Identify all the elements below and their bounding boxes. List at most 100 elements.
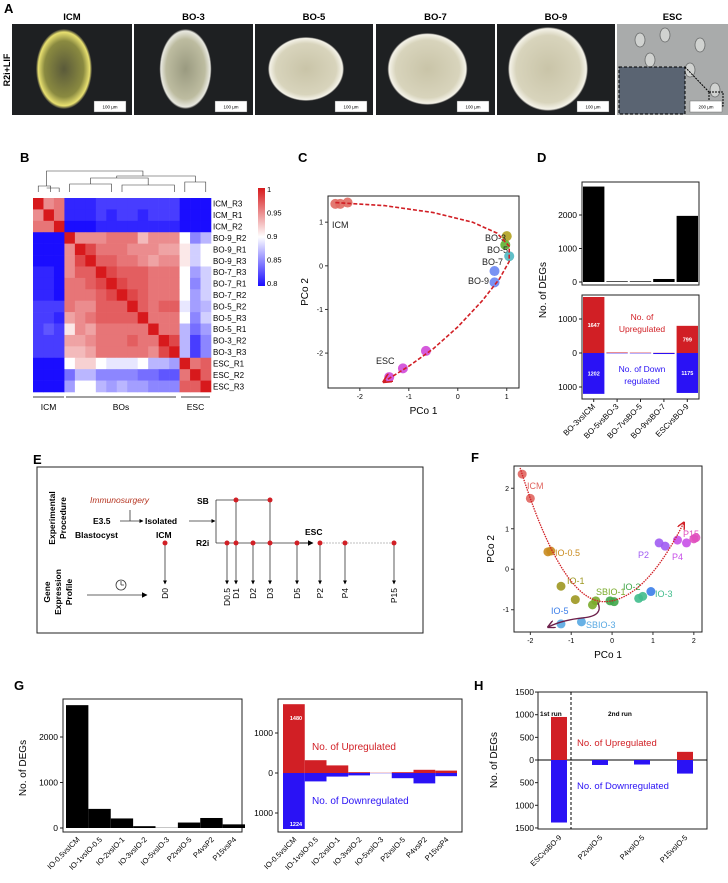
micrograph-1: BO-3 100 µm — [134, 12, 253, 115]
heatmap-row-label: BO-9_R1 — [213, 245, 247, 254]
heatmap-cell — [148, 277, 159, 290]
heatmap-cell — [85, 380, 97, 393]
colorbar — [258, 188, 265, 286]
image-title: BO-7 — [424, 12, 447, 23]
point-group-label: IO-3 — [655, 589, 673, 599]
heatmap-cell — [74, 209, 86, 222]
micrograph-3: BO-7 100 µm — [376, 12, 495, 115]
heatmap-cell — [116, 380, 128, 393]
heatmap-cell — [33, 209, 44, 222]
bar-upregulated — [348, 772, 370, 773]
heatmap-row-label: ICM_R1 — [213, 211, 243, 220]
up-annotation: Upregulated — [619, 324, 666, 334]
image-title: ICM — [63, 12, 81, 23]
heatmap-cell — [33, 266, 44, 279]
y-tick-label: 1500 — [515, 823, 534, 833]
data-point-p15 — [691, 533, 701, 543]
heatmap-cell — [95, 334, 107, 347]
heatmap-cell — [200, 357, 212, 370]
point-group-label: IO-2 — [623, 582, 641, 592]
heatmap-cell — [95, 323, 107, 336]
heatmap-cell — [85, 312, 97, 324]
heatmap-cell — [116, 232, 128, 244]
timepoint-label: D3 — [265, 588, 275, 599]
heatmap-cell — [85, 357, 97, 370]
heatmap-cell — [190, 232, 201, 244]
heatmap-cell — [106, 323, 118, 336]
colorbar-tick-label: 0.85 — [267, 256, 282, 265]
heatmap-cell — [85, 220, 97, 233]
y-tick-label: 0 — [268, 768, 273, 778]
timepoint-label: P4 — [340, 588, 350, 599]
heatmap-cell — [137, 289, 149, 302]
embryo-outgrowth — [387, 33, 468, 105]
bar-upregulated — [551, 716, 567, 760]
data-point-p4 — [672, 535, 682, 545]
embryo-outgrowth — [159, 29, 212, 109]
heatmap-cell — [53, 209, 65, 222]
heatmap-cell — [179, 346, 191, 359]
y-tick-label: 0 — [572, 348, 577, 358]
bar-downregulated — [592, 760, 608, 765]
bar-downregulated — [583, 353, 605, 394]
heatmap-cell — [137, 209, 149, 222]
isolated-label: Isolated — [145, 516, 177, 526]
heatmap-cell — [127, 209, 139, 222]
heatmap-cell — [179, 198, 191, 210]
heatmap-cell — [106, 289, 118, 302]
timepoint-label: D5 — [292, 588, 302, 599]
heatmap-cell — [137, 266, 149, 279]
bar — [88, 808, 111, 828]
bar-upregulated — [326, 765, 349, 773]
heatmap-cell — [200, 300, 212, 313]
heatmap-row-label: ESC_R2 — [213, 371, 245, 380]
bar-downregulated — [348, 773, 370, 776]
heatmap-cell — [64, 255, 76, 267]
sample-dot — [267, 497, 273, 503]
timepoint-label: P15 — [389, 588, 399, 603]
heatmap-row-label: ICM_R3 — [213, 200, 243, 209]
timepoint-label: D1 — [231, 588, 241, 599]
panel-g-left-bars: 010002000IO-0.5vsICMIO-1vsIO-0.5IO-2vsIO… — [18, 698, 245, 872]
heatmap-row-label: BO-9_R2 — [213, 234, 247, 243]
bar-downregulated — [634, 760, 650, 765]
heatmap-cell — [106, 334, 118, 347]
point-group-label: BO-9 — [468, 276, 489, 286]
plot-frame — [62, 698, 243, 833]
bar — [66, 705, 89, 828]
heatmap-cell — [158, 369, 170, 381]
y-tick-label: -2 — [317, 351, 323, 358]
heatmap-cell — [74, 369, 86, 381]
cell — [644, 52, 656, 68]
point-group-label: P15 — [683, 529, 699, 539]
image-title: BO-9 — [545, 12, 568, 23]
x-tick-label: P15vsP4 — [211, 835, 239, 863]
e35-label: E3.5 — [93, 516, 111, 526]
heatmap-cell — [74, 277, 86, 290]
heatmap-cell — [85, 255, 97, 267]
y-tick-label: 1000 — [515, 710, 534, 720]
data-point-io-5 — [646, 587, 656, 597]
heatmap-cell — [179, 380, 191, 393]
y-tick-label: 1000 — [558, 244, 577, 254]
heatmap-cell — [200, 334, 212, 347]
y-tick-label: 0 — [505, 567, 509, 574]
y-axis-title: No. of DEGs — [18, 740, 29, 796]
heatmap-cell — [33, 220, 44, 233]
heatmap-cell — [106, 255, 118, 267]
heatmap-cell — [127, 243, 139, 256]
image-title: BO-3 — [182, 12, 205, 23]
heatmap-cell — [74, 380, 86, 393]
heatmap-cell — [179, 220, 191, 233]
point-group-label: ICM — [527, 481, 544, 491]
heatmap-cell — [43, 243, 55, 256]
bar-total — [629, 281, 652, 282]
heatmap-cell — [116, 243, 128, 256]
heatmap-cell — [116, 220, 128, 233]
heatmap-cell — [190, 323, 201, 336]
panel-e-diagram: Experimental Procedure Gene Expression Profi… — [36, 466, 424, 634]
heatmap-cell — [43, 357, 55, 370]
row-label: Procedure — [58, 497, 68, 539]
heatmap-cell — [85, 209, 97, 222]
